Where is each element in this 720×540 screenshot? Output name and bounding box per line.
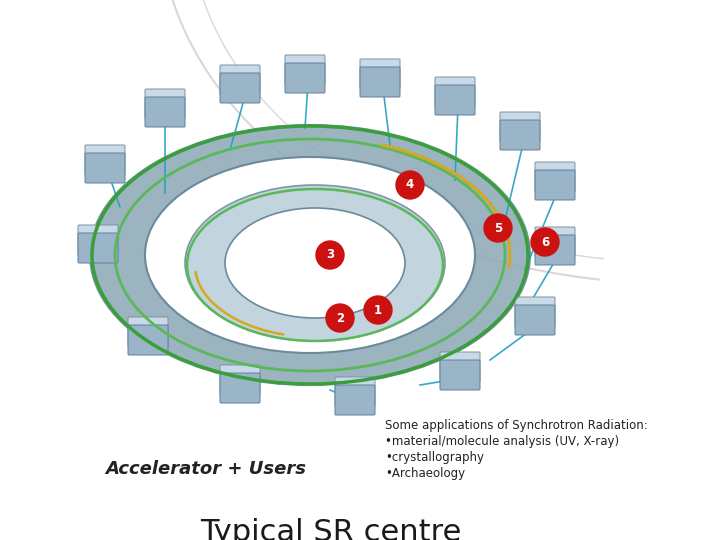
- FancyBboxPatch shape: [360, 67, 400, 97]
- FancyBboxPatch shape: [435, 85, 475, 115]
- Text: Some applications of Synchrotron Radiation:: Some applications of Synchrotron Radiati…: [385, 418, 648, 431]
- Text: •crystallography: •crystallography: [385, 450, 485, 463]
- FancyBboxPatch shape: [220, 373, 260, 403]
- FancyBboxPatch shape: [535, 235, 575, 265]
- FancyBboxPatch shape: [360, 59, 400, 89]
- Circle shape: [326, 304, 354, 332]
- Circle shape: [484, 214, 512, 242]
- FancyBboxPatch shape: [285, 63, 325, 93]
- Text: •Archaeology: •Archaeology: [385, 467, 465, 480]
- Ellipse shape: [90, 125, 530, 385]
- FancyBboxPatch shape: [535, 170, 575, 200]
- FancyBboxPatch shape: [220, 65, 260, 95]
- FancyBboxPatch shape: [128, 317, 168, 347]
- FancyBboxPatch shape: [440, 352, 480, 382]
- Circle shape: [531, 228, 559, 256]
- FancyBboxPatch shape: [515, 297, 555, 327]
- Circle shape: [316, 241, 344, 269]
- FancyBboxPatch shape: [335, 385, 375, 415]
- FancyBboxPatch shape: [335, 377, 375, 407]
- FancyBboxPatch shape: [85, 153, 125, 183]
- FancyBboxPatch shape: [128, 325, 168, 355]
- Circle shape: [364, 296, 392, 324]
- FancyBboxPatch shape: [535, 162, 575, 192]
- Text: 6: 6: [541, 235, 549, 248]
- Text: 2: 2: [336, 312, 344, 325]
- FancyBboxPatch shape: [500, 120, 540, 150]
- Text: 4: 4: [406, 179, 414, 192]
- Text: 5: 5: [494, 221, 502, 234]
- FancyBboxPatch shape: [85, 145, 125, 175]
- FancyBboxPatch shape: [145, 97, 185, 127]
- FancyBboxPatch shape: [440, 360, 480, 390]
- Ellipse shape: [145, 157, 475, 353]
- Ellipse shape: [185, 185, 445, 341]
- Text: Typical SR centre: Typical SR centre: [200, 518, 462, 540]
- FancyBboxPatch shape: [435, 77, 475, 107]
- FancyBboxPatch shape: [285, 55, 325, 85]
- Text: 1: 1: [374, 303, 382, 316]
- Text: •material/molecule analysis (UV, X-ray): •material/molecule analysis (UV, X-ray): [385, 435, 619, 448]
- FancyBboxPatch shape: [535, 227, 575, 257]
- FancyBboxPatch shape: [515, 305, 555, 335]
- Circle shape: [396, 171, 424, 199]
- Text: 3: 3: [326, 248, 334, 261]
- FancyBboxPatch shape: [78, 233, 118, 263]
- FancyBboxPatch shape: [500, 112, 540, 142]
- FancyBboxPatch shape: [145, 89, 185, 119]
- Text: Accelerator + Users: Accelerator + Users: [104, 460, 306, 478]
- Ellipse shape: [225, 208, 405, 318]
- FancyBboxPatch shape: [78, 225, 118, 255]
- FancyBboxPatch shape: [220, 365, 260, 395]
- FancyBboxPatch shape: [220, 73, 260, 103]
